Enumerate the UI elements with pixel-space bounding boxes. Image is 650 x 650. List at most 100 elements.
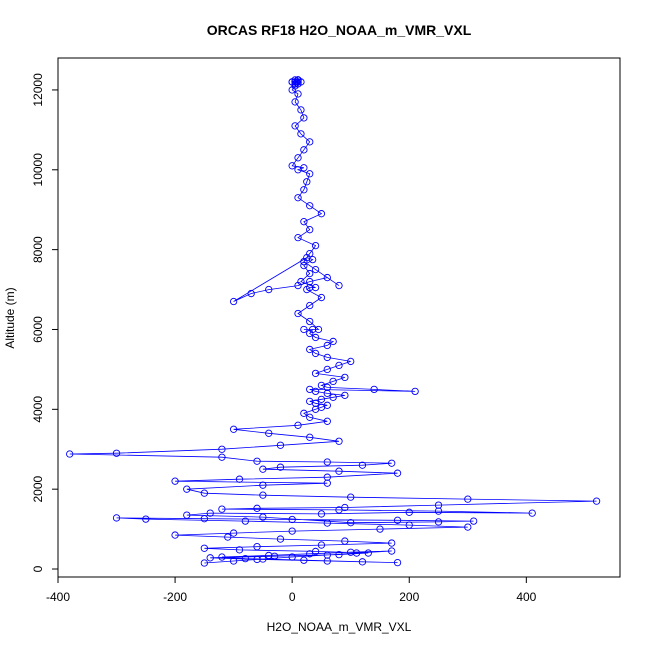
data-point [300,257,308,266]
data-point [347,519,355,527]
data-point [306,301,314,310]
data-point [323,557,331,565]
data-point [309,325,317,334]
data-point [112,514,121,522]
x-axis-label: H2O_NOAA_m_VMR_VXL [267,620,412,634]
data-point [317,510,326,518]
data-point [364,549,372,557]
data-point [288,515,296,524]
data-point [464,495,472,503]
data-point [294,90,302,98]
data-point [259,465,267,473]
data-point [306,249,314,258]
data-point [306,397,314,405]
data-point [329,377,337,386]
y-tick-label: 10000 [31,153,45,187]
data-point [200,559,209,567]
data-point [358,461,367,469]
data-point [306,269,314,278]
data-point [276,463,285,471]
data-point [335,361,343,370]
data-point [335,437,343,445]
data-point [288,527,296,535]
data-point [329,393,337,401]
data-point [469,517,478,525]
data-point [112,449,121,457]
data-point [311,333,320,342]
data-point [311,369,320,378]
data-point [288,162,296,170]
data-point [293,78,301,86]
data-point [253,504,261,512]
chart-title: ORCAS RF18 H2O_NOAA_m_VMR_VXL [207,22,472,38]
data-point [297,106,305,114]
data-point [200,515,209,523]
y-tick-label: 4000 [31,396,45,423]
data-point [276,535,285,543]
y-tick-label: 0 [31,565,45,572]
data-point [294,76,302,84]
data-point [306,385,314,394]
data-point [224,533,232,541]
data-point [311,547,320,556]
data-point [229,529,238,537]
x-tick-label: -400 [46,590,70,604]
data-point [323,365,331,374]
data-point [329,337,337,346]
data-point [291,122,299,130]
data-point [376,525,384,533]
data-point [317,395,326,403]
data-point [294,421,302,429]
data-point [314,325,323,334]
data-point [253,543,261,551]
data-point [464,523,472,531]
data-point [306,202,314,210]
data-point [247,289,255,298]
x-axis: -400 -200 0 200 400 [46,577,537,604]
data-point [323,417,331,425]
data-point [300,146,308,154]
data-point [341,373,349,382]
data-point [393,558,402,567]
data-point [300,186,308,194]
y-tick-label: 6000 [31,316,45,343]
data-point [183,511,191,519]
data-point [218,453,226,461]
data-point [241,554,249,563]
data-point [370,385,378,394]
data-point [200,489,209,497]
data-point [306,345,314,354]
data-point [300,261,308,270]
data-point [241,517,249,525]
data-point [276,441,285,449]
data-point [200,544,209,552]
data-point [388,547,396,555]
data-point [323,458,331,466]
data-point [235,475,244,483]
data-point [347,548,355,556]
data-point [306,170,314,178]
data-point [259,513,267,521]
data-point [218,505,226,513]
y-tick-label: 2000 [31,475,45,502]
data-point [388,459,396,467]
data-point [311,241,320,250]
x-tick-label: 200 [399,590,419,604]
data-point [142,515,150,523]
data-point [393,516,402,524]
data-point [306,317,314,326]
data-point [288,553,296,561]
data-point [323,473,331,481]
data-point [335,467,343,475]
data-point [300,164,308,172]
data-point [317,541,326,549]
data-point [294,281,302,290]
data-point [335,281,343,290]
data-point [300,114,308,122]
data-point [358,558,367,566]
data-point [341,537,349,545]
y-tick-label: 12000 [31,73,45,107]
plot-frame [57,57,621,578]
data-point [434,518,443,526]
